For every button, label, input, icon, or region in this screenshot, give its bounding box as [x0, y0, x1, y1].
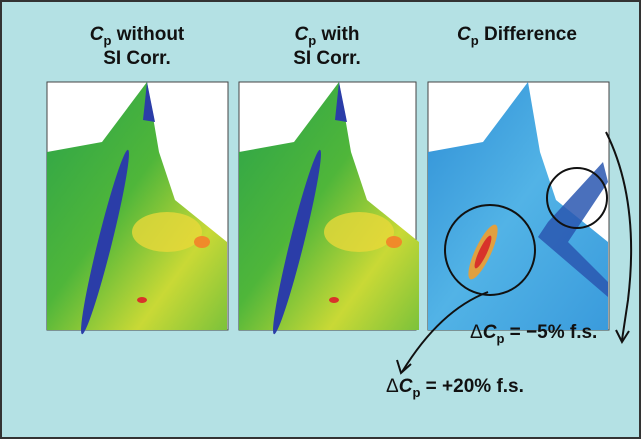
text-part: C	[483, 322, 497, 343]
text-part: with	[316, 24, 359, 45]
text-part: without	[111, 24, 184, 45]
text-part: Δ	[386, 376, 399, 397]
text-part: Difference	[479, 24, 577, 45]
annotation: ΔCp = −5% f.s.	[470, 322, 597, 346]
panel-subtitle: SI Corr.	[103, 48, 171, 69]
text-part: p	[103, 33, 111, 48]
text-part: = +20% f.s.	[420, 376, 524, 397]
figure: Cp without SI Corr. Cp with SI Corr. Cp …	[0, 0, 641, 439]
text-part: C	[457, 24, 471, 45]
panel-image	[428, 82, 609, 330]
panel-subtitle: SI Corr.	[293, 48, 361, 69]
text-part: C	[399, 376, 413, 397]
text-part: p	[412, 385, 420, 400]
text-part: p	[308, 33, 316, 48]
text-part: C	[295, 24, 309, 45]
text-part: p	[496, 331, 504, 346]
panel-image	[239, 82, 419, 336]
panel-title: Cp with	[295, 24, 360, 48]
panel-image	[47, 82, 228, 336]
text-part: p	[471, 33, 479, 48]
text-part: = −5% f.s.	[504, 322, 597, 343]
annotation: ΔCp = +20% f.s.	[386, 376, 524, 400]
text-part: Δ	[470, 322, 483, 343]
text-part: C	[90, 24, 104, 45]
